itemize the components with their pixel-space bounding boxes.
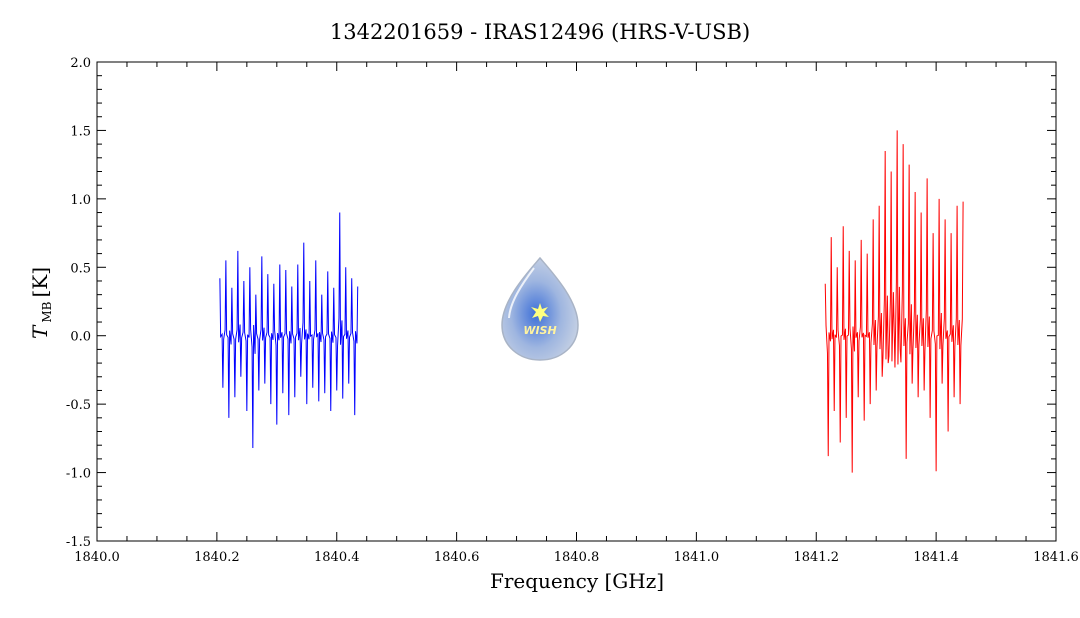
axis-ticks [96, 61, 1057, 542]
y-tick-label: 1.5 [70, 124, 91, 139]
y-tick-label: -1.5 [66, 535, 91, 550]
y-tick-label: 2.0 [70, 56, 91, 71]
x-tick-label: 1841.0 [674, 550, 720, 565]
wish-logo-icon: WISH [501, 256, 579, 361]
x-tick-label: 1841.6 [1033, 550, 1079, 565]
x-axis-label: Frequency [GHz] [490, 569, 664, 593]
y-tick-label: 0.5 [70, 261, 91, 276]
y-tick-labels: -1.5 -1.0 -0.5 0.0 0.5 1.0 1.5 2.0 [66, 56, 91, 550]
y-tick-label: -0.5 [66, 398, 91, 413]
y-tick-label: 0.0 [70, 330, 91, 345]
x-tick-label: 1840.8 [554, 550, 600, 565]
svg-text:TMB[K]: TMB[K] [28, 267, 54, 339]
x-tick-label: 1840.6 [434, 550, 480, 565]
x-tick-label: 1841.2 [794, 550, 840, 565]
x-tick-label: 1840.4 [314, 550, 360, 565]
y-axis-label: TMB[K] [28, 267, 54, 339]
x-tick-labels: 1840.0 1840.2 1840.4 1840.6 1840.8 1841.0 1841… [74, 550, 1079, 565]
plot-frame [96, 61, 1057, 542]
series-line-blue [219, 212, 359, 448]
svg-text:WISH: WISH [523, 324, 556, 337]
series-line-red [824, 130, 964, 473]
data-series [219, 130, 964, 473]
x-tick-label: 1840.0 [74, 550, 120, 565]
y-tick-label: -1.0 [66, 467, 91, 482]
y-tick-label: 1.0 [70, 193, 91, 208]
x-tick-label: 1841.4 [913, 550, 959, 565]
chart-title: 1342201659 - IRAS12496 (HRS-V-USB) [330, 20, 750, 44]
x-tick-label: 1840.2 [194, 550, 240, 565]
